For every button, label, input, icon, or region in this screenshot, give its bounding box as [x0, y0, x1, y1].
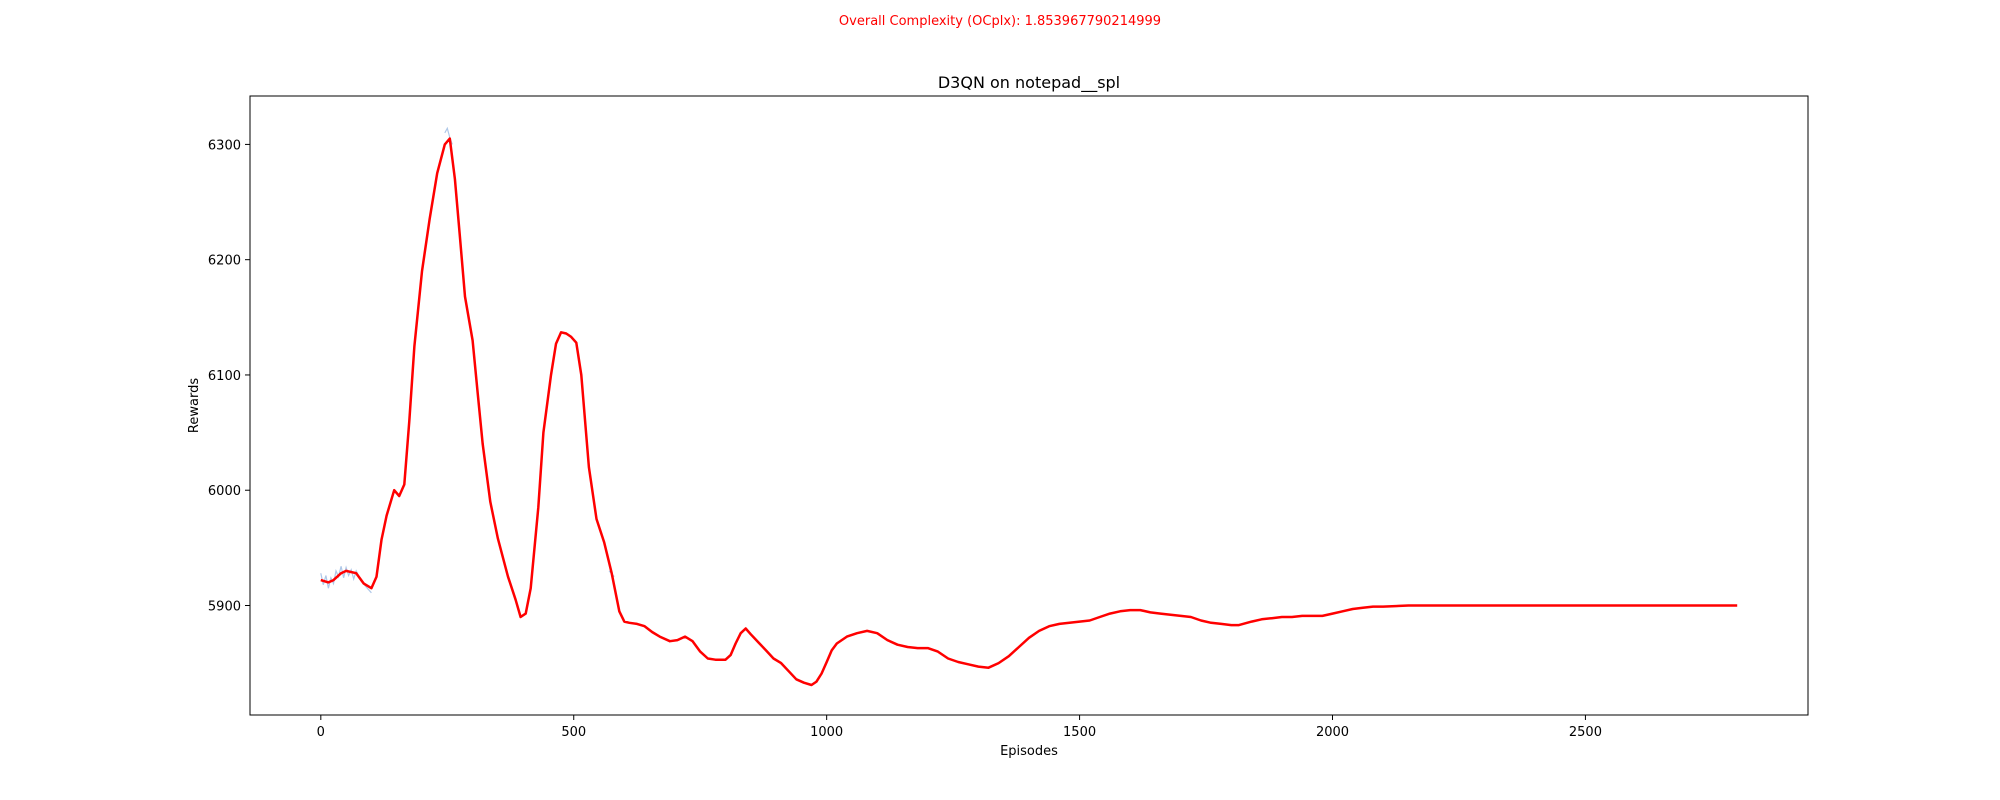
y-axis-ticks: 5900 6000 6100 6200 6300	[208, 138, 250, 614]
y-tick-label: 6300	[208, 138, 241, 153]
x-tick-label: 0	[317, 725, 325, 740]
x-tick-label: 1500	[1063, 725, 1096, 740]
x-axis-ticks: 0 500 1000 1500 2000 2500	[317, 715, 1602, 740]
smoothed-series-layer	[320, 137, 1738, 687]
x-tick-label: 500	[561, 725, 586, 740]
raw-series-layer	[320, 126, 615, 594]
y-tick-label: 5900	[208, 599, 241, 614]
x-tick-label: 1000	[810, 725, 843, 740]
y-axis-label: Rewards	[187, 378, 202, 433]
y-tick-label: 6200	[208, 254, 241, 269]
y-tick-label: 6100	[208, 369, 241, 384]
chart-title: D3QN on notepad__spl	[938, 73, 1120, 93]
smoothed-series-line	[320, 137, 1738, 687]
x-tick-label: 2000	[1316, 725, 1349, 740]
suptitle: Overall Complexity (OCplx): 1.8539677902…	[838, 14, 1162, 29]
y-tick-label: 6000	[208, 484, 241, 499]
axes-frame	[249, 95, 1809, 716]
x-axis-label: Episodes	[1000, 744, 1058, 759]
x-tick-label: 2500	[1569, 725, 1602, 740]
